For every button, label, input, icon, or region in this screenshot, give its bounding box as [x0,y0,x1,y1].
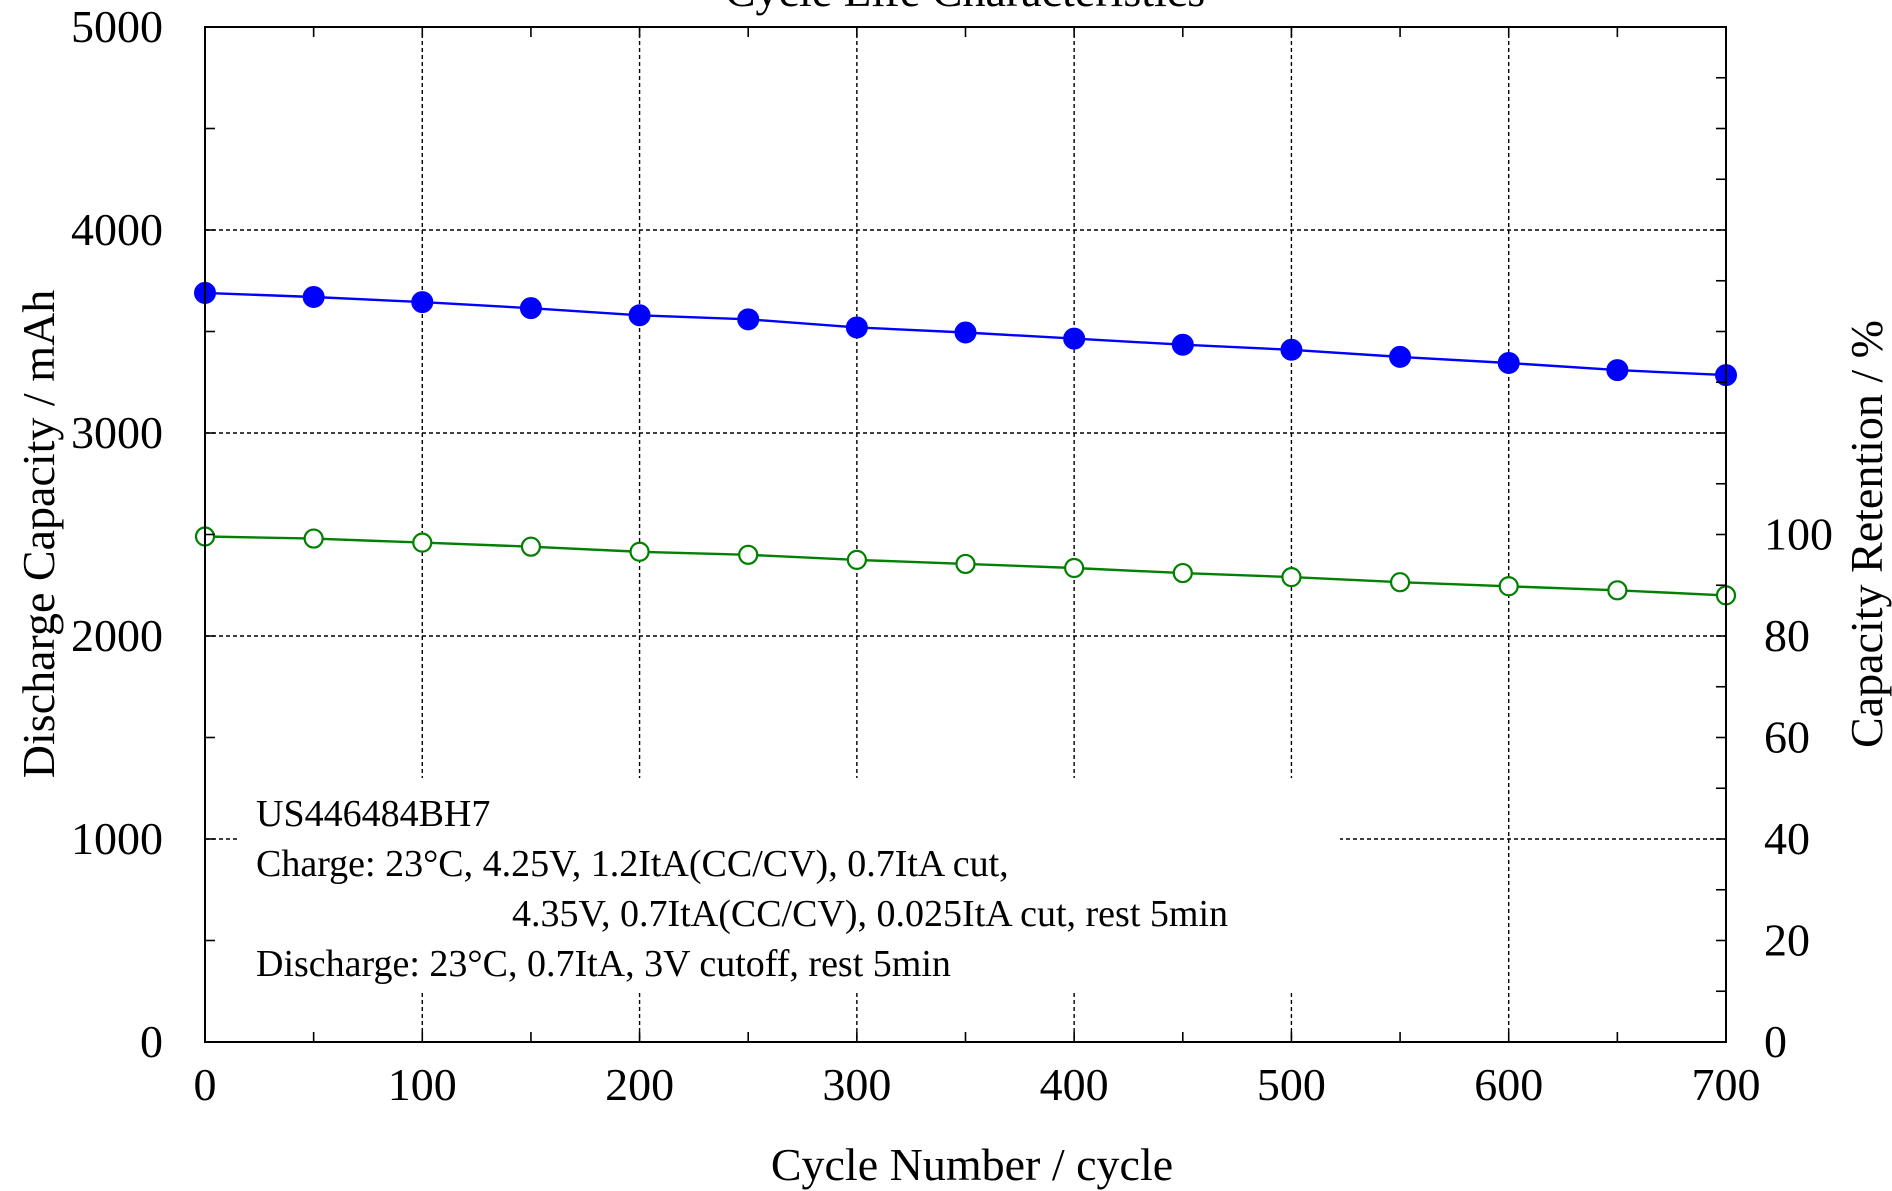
annotation-line-charge-2: 4.35V, 0.7ItA(CC/CV), 0.025ItA cut, rest… [512,893,1228,935]
y-left-tick-labels: 0 1000 2000 3000 4000 5000 [71,1,163,1067]
y-right-tick-label: 0 [1764,1016,1787,1067]
y-left-tick-label: 3000 [71,407,163,458]
annotation-box [240,778,1340,990]
y-left-tick-label: 0 [140,1016,163,1067]
series-2-point [1281,567,1302,588]
x-tick-label: 100 [388,1059,457,1110]
y-right-tick-label: 100 [1764,509,1833,560]
series-1-point [737,308,760,331]
y-right-tick-label: 40 [1764,813,1810,864]
series-1-point [519,297,542,320]
x-tick-label: 700 [1692,1059,1761,1110]
x-tick-label: 400 [1040,1059,1109,1110]
series-1-point [1063,327,1086,350]
series-2-point [846,549,867,570]
series-1-point [845,316,868,339]
series-2-point [1172,562,1193,584]
series-2-point [303,528,324,549]
y-right-axis-title: Capacity Retention / % [1841,320,1892,748]
series-1-point [1280,338,1303,361]
series-2-point [412,532,433,553]
y-left-axis-title: Discharge Capacity / mAh [13,290,64,778]
x-tick-labels: 0 100 200 300 400 500 600 700 [194,1059,1761,1110]
x-tick-label: 200 [605,1059,674,1110]
y-right-tick-label: 80 [1764,610,1810,661]
x-axis-title: Cycle Number / cycle [771,1139,1173,1190]
series-1-point [1606,359,1629,382]
series-layer [194,281,1737,606]
x-tick-label: 0 [194,1059,217,1110]
series-2-point [738,544,759,565]
tick-marks [204,26,1727,1043]
x-tick-label: 300 [822,1059,891,1110]
y-right-tick-labels: 0 20 40 60 80 100 [1764,509,1833,1068]
chart-title: Cycle Life Characteristics [725,0,1205,16]
annotation-line-model: US446484BH7 [256,793,490,835]
y-right-tick-label: 60 [1764,712,1810,763]
series-2-point [1064,557,1085,579]
y-left-tick-label: 5000 [71,1,163,52]
annotation-line-charge-1: Charge: 23°C, 4.25V, 1.2ItA(CC/CV), 0.7I… [256,843,1009,885]
x-tick-label: 500 [1257,1059,1326,1110]
series-2-point [629,541,650,562]
y-left-tick-label: 2000 [71,610,163,661]
y-left-tick-label: 4000 [71,204,163,255]
series-1-point [411,291,434,314]
series-1-point [1171,333,1194,356]
series-2-point [1498,576,1519,597]
series-1-point [302,285,325,308]
series-2-point [955,553,976,575]
series-2-point [520,536,542,557]
annotation-text: US446484BH7 Charge: 23°C, 4.25V, 1.2ItA(… [256,793,1228,985]
series-1-point [1497,351,1520,374]
series-2-point [1389,572,1411,593]
series-1-point [1389,345,1412,368]
series-1-point [628,304,651,327]
series-2-point [1607,580,1628,601]
series-1-point [954,321,977,344]
y-left-tick-label: 1000 [71,813,163,864]
y-right-tick-label: 20 [1764,915,1810,966]
annotation-line-discharge: Discharge: 23°C, 0.7ItA, 3V cutoff, rest… [256,943,951,985]
x-tick-label: 600 [1474,1059,1543,1110]
